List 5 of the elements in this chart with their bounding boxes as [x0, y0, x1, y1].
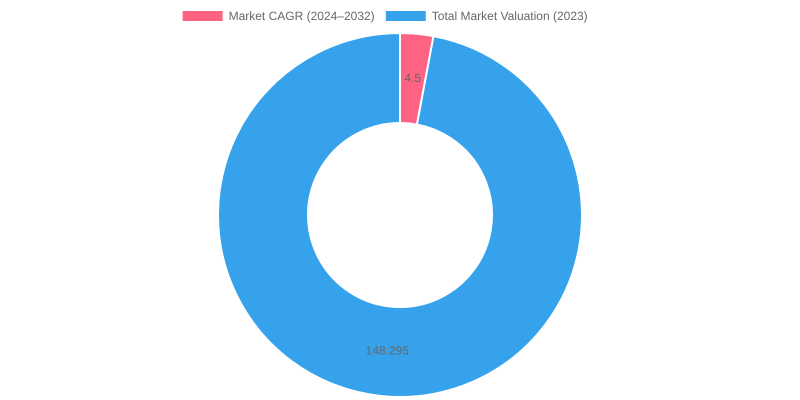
donut-slice [217, 32, 583, 398]
data-label: 148.295 [366, 344, 410, 358]
data-label: 4.5 [404, 70, 422, 85]
legend-label: Market CAGR (2024–2032) [228, 9, 375, 23]
legend-label: Total Market Valuation (2023) [432, 9, 588, 23]
